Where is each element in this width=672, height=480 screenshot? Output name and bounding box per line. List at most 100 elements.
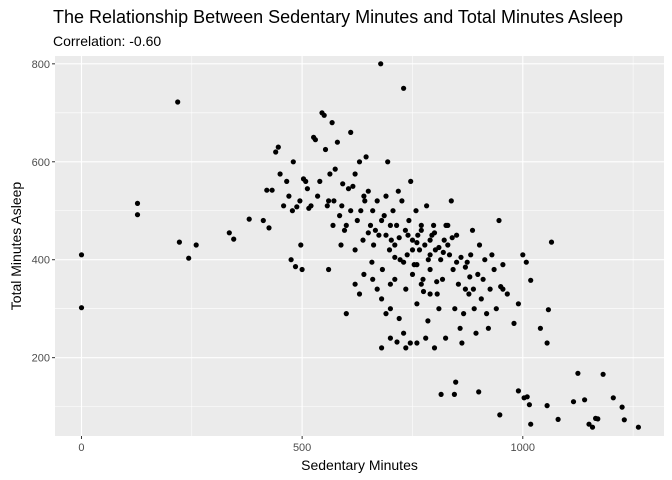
data-point (469, 227, 476, 233)
data-point (409, 247, 416, 253)
data-point (485, 325, 491, 331)
data-point (304, 186, 310, 192)
data-point (395, 188, 401, 194)
x-tick-label: 0 (78, 442, 84, 454)
data-point (343, 311, 349, 317)
data-point (595, 416, 601, 422)
data-point (401, 85, 407, 91)
y-tick-label: 200 (32, 353, 50, 365)
data-point (586, 421, 592, 427)
data-point (441, 237, 447, 243)
data-point (582, 397, 588, 403)
data-point (379, 296, 385, 302)
data-point (462, 264, 468, 270)
data-point (175, 99, 181, 105)
data-point (401, 259, 407, 265)
data-point (405, 232, 411, 238)
data-point (462, 286, 468, 292)
data-point (504, 291, 510, 297)
data-points (78, 61, 642, 430)
data-point (332, 166, 338, 172)
data-point (340, 181, 346, 187)
data-point (544, 340, 550, 346)
data-point (292, 264, 299, 270)
data-point (420, 288, 427, 295)
data-point (491, 266, 497, 273)
data-point (354, 217, 360, 224)
data-point (493, 306, 499, 312)
data-point (385, 159, 391, 165)
data-point (524, 394, 530, 400)
data-point (266, 225, 272, 231)
data-point (500, 286, 506, 292)
data-point (434, 279, 440, 285)
data-point (409, 237, 416, 243)
data-point (453, 379, 459, 385)
data-point (402, 227, 408, 233)
data-point (500, 262, 506, 268)
x-tick-label: 500 (293, 442, 311, 454)
data-point (378, 61, 384, 67)
data-point (226, 230, 232, 236)
data-point (443, 335, 449, 341)
data-point (619, 404, 625, 410)
data-point (476, 242, 483, 248)
data-point (425, 257, 431, 263)
data-point (537, 325, 544, 331)
data-point (427, 237, 433, 243)
data-point (371, 242, 377, 248)
data-point (480, 276, 486, 282)
data-point (348, 129, 354, 135)
data-point (457, 325, 463, 331)
data-point (470, 286, 476, 292)
data-point (284, 178, 290, 184)
data-point (431, 345, 438, 351)
data-point (445, 222, 451, 228)
data-point (434, 291, 440, 297)
data-point (406, 217, 412, 224)
data-point (298, 242, 304, 248)
data-point (489, 252, 495, 258)
data-point (134, 200, 141, 206)
data-point (288, 257, 294, 263)
data-point (418, 281, 424, 287)
data-point (414, 301, 420, 307)
data-point (324, 203, 330, 209)
data-point (526, 402, 533, 408)
data-point (438, 391, 444, 397)
data-point (264, 187, 270, 193)
data-point (452, 306, 458, 312)
y-axis-title: Total Minutes Asleep (8, 182, 24, 311)
data-point (374, 198, 380, 204)
data-point (436, 244, 442, 251)
data-point (545, 307, 552, 313)
data-point (289, 208, 295, 214)
data-point (467, 274, 473, 280)
x-axis-title: Sedentary Minutes (301, 457, 418, 473)
data-point (326, 266, 332, 273)
data-point (362, 198, 368, 204)
data-point (186, 255, 192, 261)
data-point (358, 208, 364, 214)
data-point (610, 395, 616, 401)
data-point (356, 159, 363, 165)
chart-subtitle: Correlation: -0.60 (53, 33, 161, 49)
data-point (497, 412, 503, 418)
y-tick-label: 400 (32, 255, 50, 267)
data-point (297, 198, 303, 204)
data-point (275, 144, 281, 150)
data-point (431, 222, 437, 228)
data-point (394, 222, 400, 228)
data-point (383, 311, 389, 317)
data-point (370, 208, 376, 214)
data-point (392, 276, 398, 282)
data-point (520, 252, 526, 258)
data-point (392, 254, 398, 260)
data-point (392, 242, 398, 248)
data-point (315, 193, 321, 199)
data-point (451, 391, 457, 397)
data-point (231, 236, 237, 242)
data-point (427, 291, 433, 297)
data-point (387, 306, 393, 312)
